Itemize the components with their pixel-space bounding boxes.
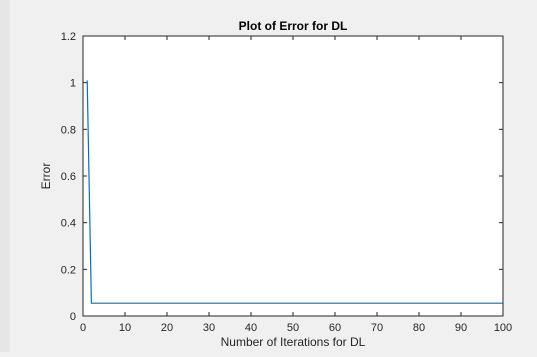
y-tick-label: 1.2 (61, 31, 76, 43)
x-tick-label: 50 (287, 322, 299, 334)
y-tick-label: 0.6 (61, 171, 76, 183)
x-tick-label: 60 (329, 322, 341, 334)
window-left-edge (0, 0, 10, 352)
x-tick-label: 10 (119, 322, 131, 334)
x-tick-label: 100 (494, 322, 512, 334)
y-tick-labels: 0 0.2 0.4 0.6 0.8 1 1.2 (61, 31, 76, 323)
y-tick-label: 0.2 (61, 264, 76, 276)
y-axis-label: Error (39, 163, 53, 190)
y-tick-label: 0.4 (61, 218, 76, 230)
plot-area (82, 35, 504, 317)
x-tick-label: 30 (203, 322, 215, 334)
y-tick-label: 1 (70, 78, 76, 90)
series-layer (86, 80, 503, 304)
x-tick-label: 20 (161, 322, 173, 334)
y-tick-label: 0.8 (61, 124, 76, 136)
chart-title: Plot of Error for DL (239, 19, 348, 33)
x-tick-label: 80 (413, 322, 425, 334)
y-tick-label: 0 (70, 311, 76, 323)
x-tick-label: 70 (371, 322, 383, 334)
x-tick-label: 0 (80, 322, 86, 334)
x-tick-label: 90 (455, 322, 467, 334)
series-line-1 (86, 80, 503, 304)
x-tick-label: 40 (245, 322, 257, 334)
tick-marks (82, 35, 504, 317)
x-tick-labels: 0 10 20 30 40 50 60 70 80 90 100 (80, 322, 512, 334)
x-axis-label: Number of Iterations for DL (221, 335, 366, 349)
